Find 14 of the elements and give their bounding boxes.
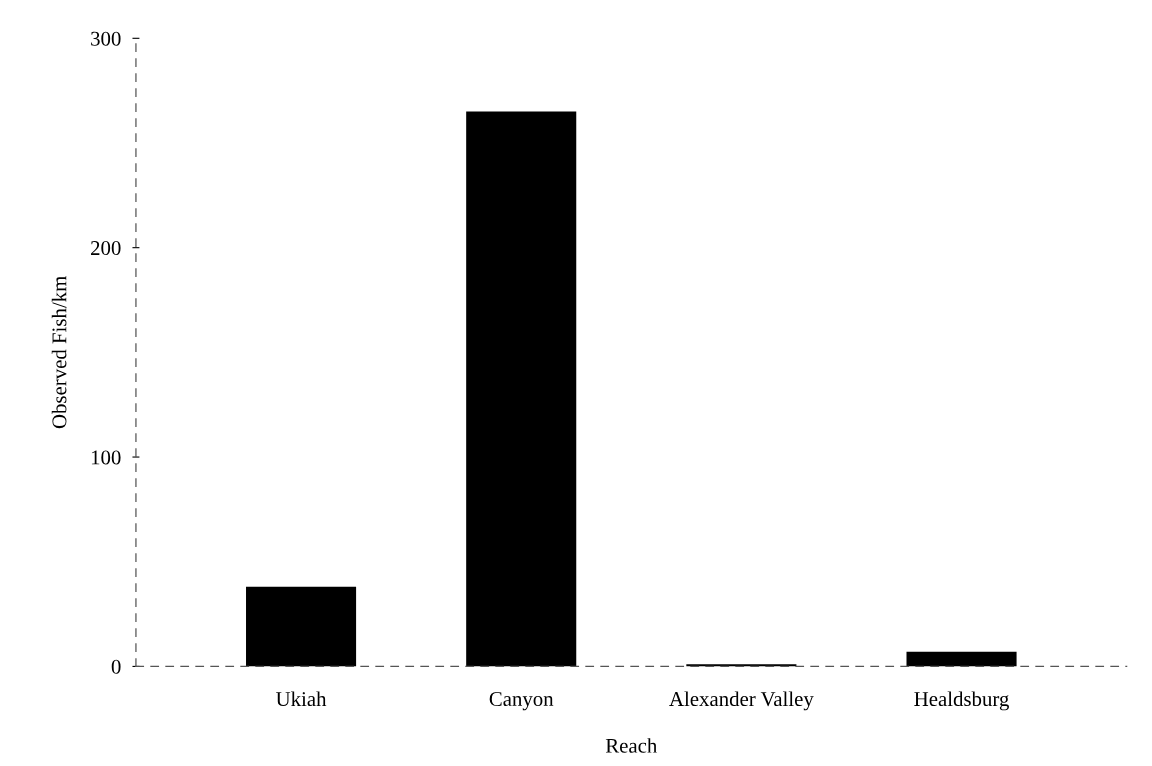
y-tick-label: 200 bbox=[91, 241, 121, 256]
bar bbox=[906, 651, 1017, 667]
bar bbox=[466, 111, 577, 667]
x-tick-label: Canyon bbox=[489, 692, 554, 711]
bar bbox=[246, 586, 357, 667]
y-tick-label: 300 bbox=[91, 31, 121, 46]
y-tick-label: 0 bbox=[111, 659, 121, 674]
x-tick-label: Healdsburg bbox=[914, 691, 1009, 711]
y-tick-label: 100 bbox=[91, 450, 121, 465]
x-tick-label: Alexander Valley bbox=[669, 691, 814, 711]
x-tick-label: Ukiah bbox=[276, 691, 327, 707]
bar bbox=[686, 664, 797, 667]
y-axis-title: Observed Fish/km bbox=[51, 276, 67, 429]
x-axis-title: Reach bbox=[605, 738, 658, 753]
